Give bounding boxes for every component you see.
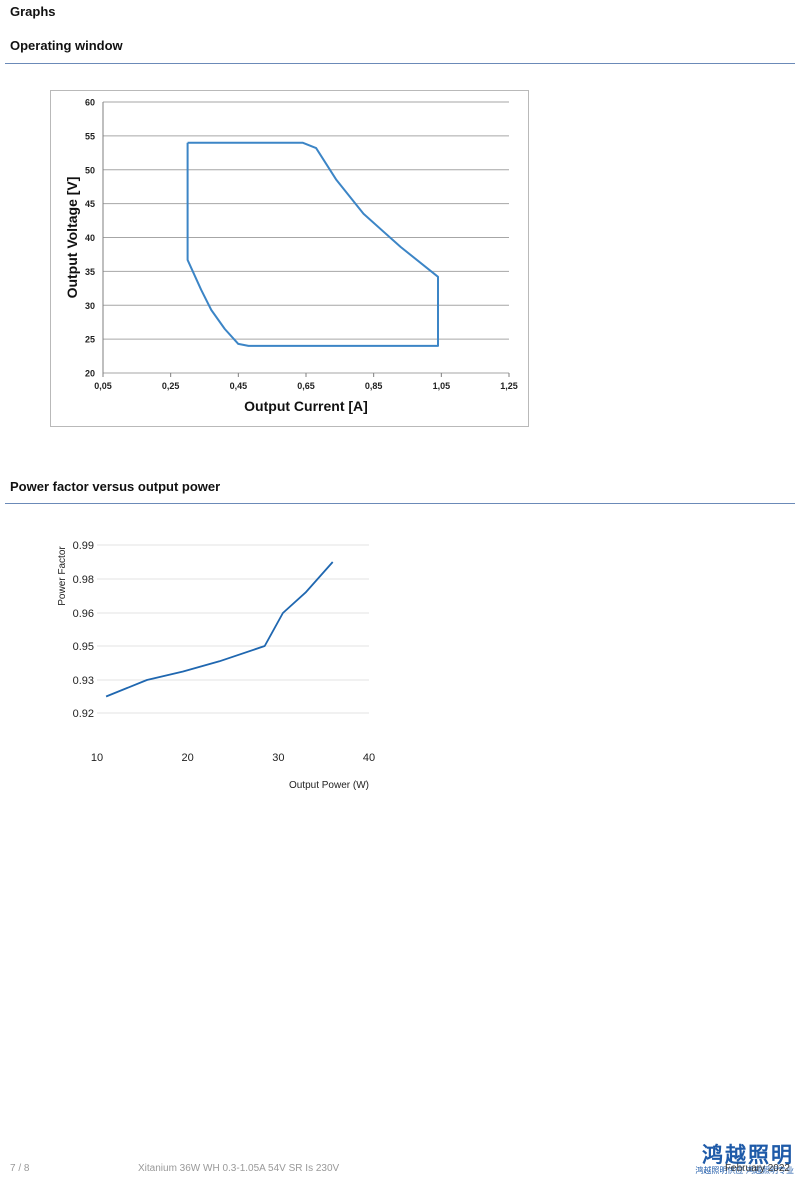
y-tick-label: 60 bbox=[85, 98, 95, 108]
operating-window-series bbox=[186, 141, 439, 347]
y-tick-label: 20 bbox=[85, 369, 95, 379]
x-tick-label: 0,85 bbox=[365, 381, 383, 391]
y-tick-label: 55 bbox=[85, 131, 95, 141]
y-tick-label: 25 bbox=[85, 335, 95, 345]
product-name: Xitanium 36W WH 0.3-1.05A 54V SR Is 230V bbox=[138, 1163, 340, 1174]
x-axis-label: Output Power (W) bbox=[289, 780, 369, 791]
x-tick-label: 0,45 bbox=[230, 381, 248, 391]
x-tick-label: 40 bbox=[363, 752, 375, 764]
x-tick-label: 10 bbox=[91, 752, 103, 764]
operating-window-chart: 20 25 30 35 40 45 50 55 60 0,05 0,25 0,45 0,65 0,85 1,… bbox=[50, 90, 529, 427]
power-factor-chart: 0.99 0.98 0.96 0.95 0.93 0.92 10 20 30 40 Output P… bbox=[50, 530, 390, 800]
y-tick-label: 0.99 bbox=[73, 540, 94, 552]
y-tick-label: 40 bbox=[85, 233, 95, 243]
y-tick-label: 0.98 bbox=[73, 574, 94, 586]
operating-window-svg: 20 25 30 35 40 45 50 55 60 0,05 0,25 0,45 0,65 0,85 1,… bbox=[64, 98, 518, 415]
y-tick-label: 50 bbox=[85, 165, 95, 175]
x-tick-label: 30 bbox=[272, 752, 284, 764]
page-heading: Graphs bbox=[10, 4, 56, 19]
section-title-power-factor: Power factor versus output power bbox=[10, 479, 221, 494]
y-tick-label: 0.96 bbox=[73, 608, 94, 620]
y-tick-label: 30 bbox=[85, 301, 95, 311]
power-factor-svg: 0.99 0.98 0.96 0.95 0.93 0.92 10 20 30 40 Output P… bbox=[57, 540, 375, 791]
y-tick-label: 0.92 bbox=[73, 708, 94, 720]
x-tick-label: 20 bbox=[182, 752, 194, 764]
y-tick-label: 0.95 bbox=[73, 641, 94, 653]
power-factor-series bbox=[105, 561, 334, 698]
y-tick-label: 45 bbox=[85, 199, 95, 209]
brand-logo: 鸿越照明 鸿越照明供应·鸿越照明专业 bbox=[695, 1144, 794, 1175]
section-title-operating-window: Operating window bbox=[10, 38, 123, 53]
y-axis-label: Power Factor bbox=[57, 546, 68, 606]
x-tick-label: 1,05 bbox=[433, 381, 451, 391]
y-axis-label: Output Voltage [V] bbox=[64, 177, 80, 299]
x-tick-label: 1,25 bbox=[500, 381, 518, 391]
page-number: 7 / 8 bbox=[10, 1163, 30, 1174]
x-tick-label: 0,65 bbox=[297, 381, 315, 391]
y-tick-label: 0.93 bbox=[73, 675, 94, 687]
logo-text: 鸿越照明 bbox=[702, 1143, 794, 1167]
x-tick-label: 0,05 bbox=[94, 381, 112, 391]
x-axis-label: Output Current [A] bbox=[244, 398, 368, 414]
y-tick-label: 35 bbox=[85, 267, 95, 277]
document-date: February 2022 bbox=[724, 1163, 790, 1174]
logo-subtext: 鸿越照明供应·鸿越照明专业 bbox=[695, 1166, 794, 1175]
x-tick-label: 0,25 bbox=[162, 381, 180, 391]
section-divider bbox=[5, 63, 795, 64]
section-divider bbox=[5, 503, 795, 504]
